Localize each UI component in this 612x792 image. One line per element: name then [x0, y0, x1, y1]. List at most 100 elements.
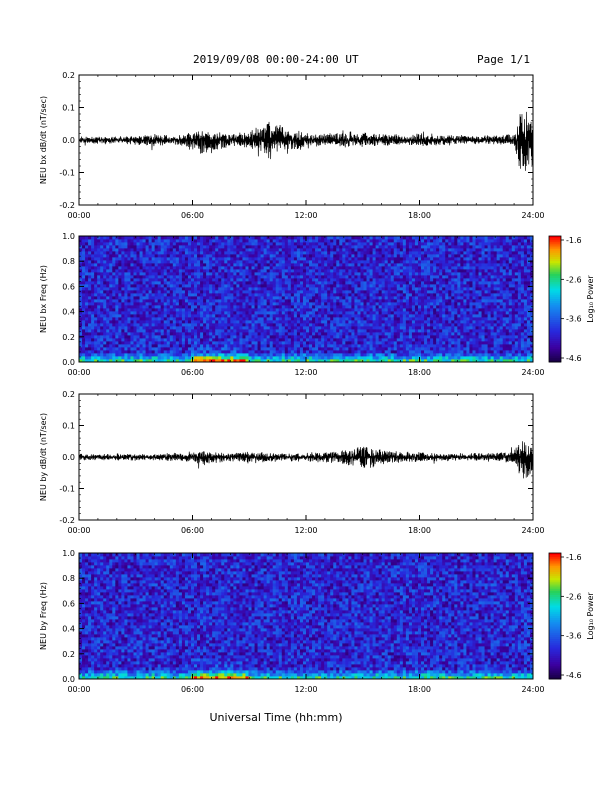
spectrogram-cell [263, 242, 268, 246]
spectrogram-cell [100, 311, 104, 315]
spectrogram-cell [221, 302, 225, 306]
spectrogram-cell [121, 242, 125, 246]
spectrogram-cell [157, 296, 162, 300]
spectrogram-cell [151, 299, 156, 303]
spectrogram-cell [396, 254, 401, 258]
spectrogram-cell [206, 266, 210, 270]
spectrogram-cell [372, 299, 377, 303]
spectrogram-cell [384, 353, 389, 357]
spectrogram-cell [408, 320, 413, 324]
spectrogram-cell [360, 269, 364, 273]
spectrogram-cell [375, 287, 380, 291]
spectrogram-cell [85, 320, 89, 324]
spectrogram-cell [106, 302, 110, 306]
spectrogram-cell [411, 287, 416, 291]
spectrogram-cell [248, 302, 252, 306]
spectrogram-cell [427, 350, 431, 354]
spectrogram-cell [166, 302, 171, 306]
spectrogram-cell [306, 290, 310, 294]
spectrogram-cell [194, 266, 198, 270]
spectrogram-cell [172, 338, 177, 342]
spectrogram-cell [390, 260, 395, 264]
spectrogram-cell [157, 257, 162, 261]
spectrogram-cell [381, 338, 386, 342]
spectrogram-cell [142, 239, 146, 243]
spectrogram-cell [375, 296, 380, 300]
spectrogram-cell [309, 278, 313, 282]
spectrogram-cell [154, 263, 159, 267]
spectrogram-cell [242, 338, 246, 342]
spectrogram-cell [324, 359, 328, 363]
spectrogram-cell [284, 263, 289, 267]
spectrogram-cell [79, 329, 83, 333]
spectrogram-cell [414, 347, 419, 351]
spectrogram-cell [215, 329, 219, 333]
spectrogram-cell [345, 269, 349, 273]
spectrogram-cell [236, 335, 240, 339]
spectrogram-cell [269, 317, 274, 321]
spectrogram-cell [142, 236, 146, 240]
spectrogram-cell [405, 305, 410, 309]
spectrogram-cell [278, 248, 283, 252]
spectrogram-cell [372, 242, 377, 246]
spectrogram-cell [384, 335, 389, 339]
spectrogram-cell [393, 320, 398, 324]
spectrogram-cell [390, 281, 395, 285]
spectrogram-cell [118, 308, 122, 312]
spectrogram-cell [197, 269, 201, 273]
spectrogram-cell [309, 236, 313, 240]
spectrogram-cell [190, 308, 195, 312]
spectrogram-cell [218, 278, 222, 282]
spectrogram-cell [88, 347, 92, 351]
spectrogram-cell [424, 323, 428, 327]
spectrogram-cell [100, 293, 104, 297]
spectrogram-cell [118, 260, 122, 264]
spectrogram-cell [248, 341, 252, 345]
spectrogram-cell [333, 263, 337, 267]
spectrogram-cell [145, 296, 150, 300]
spectrogram-cell [172, 359, 177, 363]
spectrogram-cell [342, 263, 346, 267]
spectrogram-cell [315, 326, 319, 330]
spectrogram-cell [336, 326, 340, 330]
spectrogram-cell [221, 353, 225, 357]
spectrogram-cell [284, 257, 289, 261]
spectrogram-cell [336, 356, 340, 360]
spectrogram-cell [200, 326, 204, 330]
spectrogram-cell [287, 284, 292, 288]
spectrogram-cell [248, 263, 252, 267]
spectrogram-cell [266, 305, 271, 309]
spectrogram-cell [405, 332, 410, 336]
spectrogram-cell [272, 335, 277, 339]
spectrogram-cell [309, 293, 313, 297]
spectrogram-cell [381, 236, 386, 240]
spectrogram-cell [148, 314, 153, 318]
spectrogram-cell [163, 251, 168, 255]
spectrogram-cell [124, 308, 128, 312]
spectrogram-cell [233, 335, 237, 339]
spectrogram-cell [396, 320, 401, 324]
spectrogram-cell [375, 275, 380, 279]
spectrogram-cell [427, 308, 431, 312]
spectrogram-cell [405, 335, 410, 339]
spectrogram-cell [414, 239, 419, 243]
spectrogram-cell [306, 266, 310, 270]
spectrogram-cell [166, 272, 171, 276]
spectrogram-cell [354, 278, 358, 282]
spectrogram-cell [315, 293, 319, 297]
spectrogram-cell [333, 311, 337, 315]
spectrogram-cell [272, 356, 277, 360]
spectrogram-cell [88, 317, 92, 321]
spectrogram-cell [209, 257, 213, 261]
spectrogram-cell [408, 251, 413, 255]
spectrogram-cell [411, 305, 416, 309]
spectrogram-cell [290, 305, 295, 309]
spectrogram-cell [302, 293, 307, 297]
spectrogram-cell [417, 299, 422, 303]
spectrogram-cell [209, 254, 213, 258]
spectrogram-cell [324, 242, 328, 246]
spectrogram-cell [145, 353, 150, 357]
spectrogram-cell [178, 281, 183, 285]
spectrogram-cell [245, 329, 249, 333]
spectrogram-cell [112, 317, 116, 321]
